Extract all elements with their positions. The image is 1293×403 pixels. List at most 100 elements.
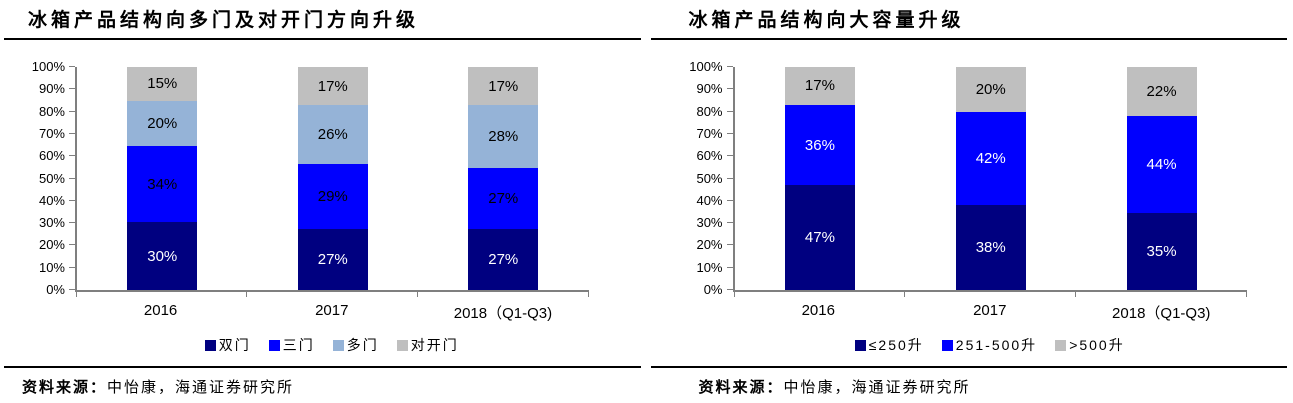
y-axis-tick (726, 177, 733, 179)
bar-value-label: 22% (1146, 82, 1177, 100)
legend-label: 251-500升 (955, 337, 1038, 353)
y-axis-tick-label: 40% (696, 192, 723, 208)
x-axis-tick (1246, 290, 1247, 297)
y-axis-tick (69, 132, 75, 134)
y-axis-tick (726, 66, 733, 67)
y-axis-tick-label: 20% (696, 237, 723, 253)
bar-value-label: 17% (317, 77, 348, 95)
legend-color-swatch (268, 339, 280, 351)
y-axis-tick (69, 66, 75, 67)
source-text: 中怡康，海通证券研究所 (783, 380, 971, 396)
bar-slot: 17% 26% 29% 27% (248, 67, 419, 290)
y-axis-tick (726, 132, 733, 134)
legend-color-swatch (941, 339, 953, 351)
y-axis-tick (69, 110, 75, 112)
stacked-bar: 17% 26% 29% 27% (297, 67, 368, 290)
source-label: 资料来源： (22, 380, 108, 396)
legend-color-swatch (1055, 339, 1067, 351)
bar-segment: 27% (468, 168, 539, 230)
y-axis-tick (69, 289, 75, 290)
bar-segment: 35% (1126, 212, 1197, 290)
y-axis-tick-label: 30% (38, 215, 65, 231)
bar-value-label: 20% (975, 80, 1006, 98)
bar-value-label: 26% (317, 126, 348, 144)
y-axis-tick-label: 0% (703, 282, 723, 297)
y-axis-tick (69, 266, 75, 268)
y-axis-tick (726, 266, 733, 268)
plot-grid: 100% 90% 80% 70% 60% 50% 40% 30% 20% 10% 0% 17% 36% 4… (689, 59, 1248, 297)
y-axis-tick-label: 80% (38, 103, 65, 119)
bar-slot: 17% 28% 27% 27% (418, 67, 589, 290)
legend-color-swatch (204, 339, 216, 351)
bar-value-label: 36% (804, 136, 835, 154)
x-axis-tick (417, 290, 418, 297)
y-axis-tick (69, 88, 75, 90)
y-axis-tick-label: 50% (38, 170, 65, 186)
legend-label: 双门 (218, 337, 251, 353)
bar-value-label: 30% (147, 247, 178, 265)
bar-value-label: 35% (1146, 242, 1177, 260)
y-axis-tick-label: 10% (696, 259, 723, 275)
bar-value-label: 15% (147, 75, 178, 93)
bar-segment: 22% (1126, 67, 1197, 116)
bar-slot: 17% 36% 47% (735, 67, 906, 290)
bar-value-label: 29% (317, 188, 348, 205)
legend-item: >500升 (1055, 335, 1125, 355)
bar-segment: 47% (784, 185, 855, 290)
legend-color-swatch (854, 339, 866, 351)
y-axis-tick (726, 155, 733, 157)
bar-segment: 17% (784, 67, 855, 105)
stacked-bar: 22% 44% 35% (1126, 67, 1197, 290)
bar-groups: 17% 36% 47% 20% 42% 38% 22% 44% 35% (735, 67, 1248, 290)
bar-segment: 15% (127, 67, 198, 101)
bar-slot: 15% 20% 34% 30% (77, 67, 248, 290)
y-axis-tick-label: 60% (38, 148, 65, 164)
bar-segment: 17% (297, 67, 368, 106)
bar-segment: 34% (127, 145, 198, 223)
legend-label: 三门 (282, 337, 315, 353)
bar-value-label: 28% (488, 128, 519, 146)
y-axis-tick-label: 80% (696, 103, 723, 119)
title-underline-right (650, 38, 1287, 40)
bar-value-label: 17% (488, 77, 519, 95)
y-axis-tick (69, 222, 75, 224)
bar-segment: 29% (297, 163, 368, 230)
bar-value-label: 42% (975, 149, 1006, 167)
x-axis-category-label: 2018（Q1-Q3) (453, 305, 553, 322)
y-axis-tick-label: 40% (38, 192, 65, 208)
bar-segment: 20% (127, 100, 198, 146)
chart-legend: ≤250升 251-500升 >500升 (733, 335, 1248, 355)
legend-item: 多门 (332, 335, 379, 355)
x-axis-tick (76, 290, 77, 297)
bar-segment: 26% (297, 105, 368, 164)
x-axis-labels: 2016 2017 2018（Q1-Q3) (733, 292, 1248, 323)
stacked-bar: 15% 20% 34% 30% (127, 67, 198, 290)
legend-item: 三门 (268, 335, 315, 355)
stacked-bar: 17% 36% 47% (784, 67, 855, 290)
panel-left: 冰箱产品结构向多门及对开门方向升级 100% 90% 80% 70% 60% 50% 40%… (4, 10, 641, 396)
x-axis-tick (246, 290, 248, 297)
y-axis-tick (726, 199, 733, 201)
source-text: 中怡康，海通证券研究所 (107, 380, 295, 396)
bar-value-label: 17% (804, 77, 835, 95)
y-axis-tick-label: 100% (689, 59, 723, 74)
legend-item: 双门 (204, 335, 251, 355)
plot-grid: 100% 90% 80% 70% 60% 50% 40% 30% 20% 10% 0% 15% 20% 3… (32, 59, 589, 297)
bar-segment: 28% (468, 105, 539, 169)
bar-value-label: 27% (488, 190, 519, 208)
bar-segment: 20% (955, 67, 1026, 112)
legend-item: ≤250升 (854, 335, 924, 355)
bar-segment: 36% (784, 104, 855, 186)
y-axis-tick-label: 70% (696, 125, 723, 141)
y-axis-tick (69, 244, 75, 246)
legend-label: >500升 (1069, 337, 1125, 353)
panel-right: 冰箱产品结构向大容量升级 100% 90% 80% 70% 60% 50% 40% 30% 20… (647, 0, 1293, 403)
y-axis-tick-label: 100% (31, 59, 65, 74)
x-axis-tick (904, 290, 906, 297)
y-axis-tick-label: 50% (696, 170, 723, 186)
y-axis-tick (69, 177, 75, 179)
x-axis-tick (1075, 290, 1077, 297)
y-axis-tick (726, 88, 733, 90)
legend-label: ≤250升 (868, 337, 924, 353)
